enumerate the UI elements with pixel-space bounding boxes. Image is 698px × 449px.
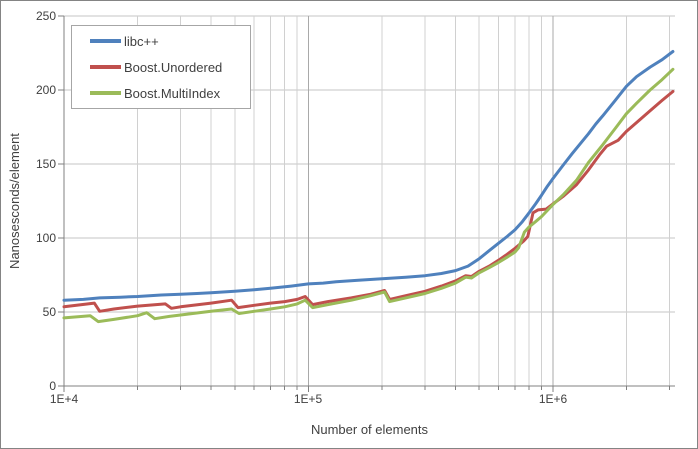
series-line-Boost.MultiIndex: [62, 67, 675, 324]
legend-line-swatch: [90, 91, 121, 95]
axis-ticks: [58, 15, 670, 392]
y-tick-label: 0: [49, 379, 56, 393]
legend-label: Boost.MultiIndex: [124, 85, 221, 101]
series-line-Boost.Unordered: [62, 90, 675, 313]
y-tick-label: 250: [35, 9, 56, 23]
y-axis-title: Nanosesconds/element: [7, 133, 22, 269]
legend-label: Boost.Unordered: [124, 59, 223, 75]
x-tick-label: 1E+4: [49, 392, 79, 406]
axes: [63, 16, 675, 387]
series-lines: [62, 50, 675, 324]
legend-line-swatch: [90, 65, 121, 69]
legend-item: Boost.MultiIndex: [72, 80, 250, 106]
x-tick-label: 1E+5: [293, 392, 323, 406]
y-tick-label: 100: [35, 231, 56, 245]
y-tick-label: 50: [42, 305, 56, 319]
y-tick-label: 200: [35, 83, 56, 97]
legend: libc++ Boost.Unordered Boost.MultiIndex: [71, 25, 251, 109]
legend-label: libc++: [124, 33, 159, 49]
legend-item: libc++: [72, 28, 250, 54]
legend-item: Boost.Unordered: [72, 54, 250, 80]
series-line-libc++: [62, 50, 675, 302]
x-axis-title: Number of elements: [310, 422, 429, 437]
x-tick-label: 1E+6: [538, 392, 568, 406]
legend-line-swatch: [90, 39, 121, 43]
y-tick-label: 150: [35, 157, 56, 171]
